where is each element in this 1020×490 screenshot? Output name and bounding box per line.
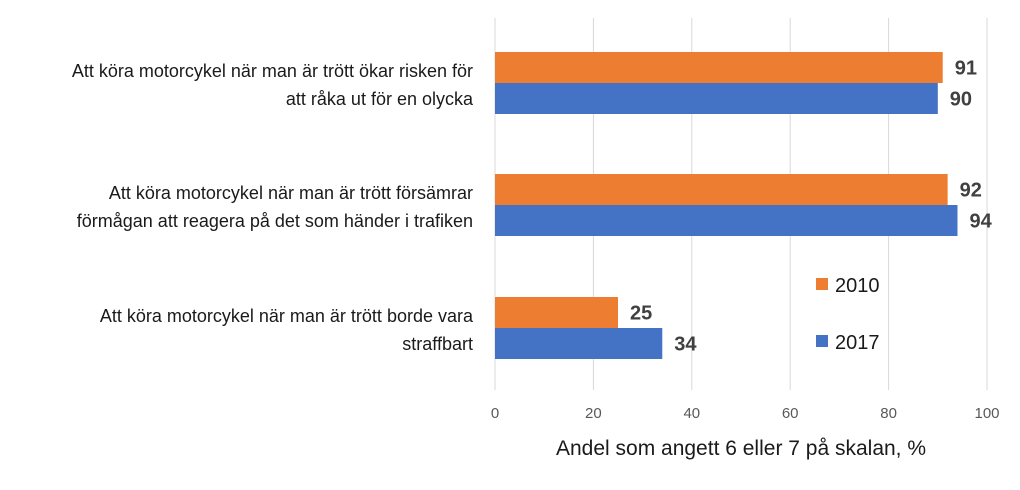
x-axis-title: Andel som angett 6 eller 7 på skalan, % xyxy=(556,437,926,460)
category-label-3: Att köra motorcykel när man är trött bor… xyxy=(100,306,474,354)
legend-swatch-2010 xyxy=(816,278,828,290)
data-label-2010-3: 25 xyxy=(630,303,652,325)
x-tick-label: 60 xyxy=(782,405,799,422)
legend-label-2010: 2010 xyxy=(835,275,880,297)
bar-2017-3 xyxy=(495,328,663,359)
bar-2010-1 xyxy=(495,52,943,83)
x-tick-label: 100 xyxy=(974,405,999,422)
bar-2010-3 xyxy=(495,297,618,328)
x-tick-label: 40 xyxy=(683,405,700,422)
category-label-line: Att köra motorcykel när man är trött bor… xyxy=(100,306,474,326)
category-label-2: Att köra motorcykel när man är trött för… xyxy=(77,183,473,231)
data-labels: 91 92 25 90 94 34 xyxy=(630,58,993,356)
x-tick-label: 80 xyxy=(880,405,897,422)
data-label-2017-2: 94 xyxy=(969,211,992,233)
category-label-line: Att köra motorcykel när man är trött öka… xyxy=(72,61,473,81)
data-label-2010-1: 91 xyxy=(955,58,977,80)
legend-swatch-2017 xyxy=(816,335,828,347)
category-label-line: straffbart xyxy=(402,334,473,354)
bar-2017-2 xyxy=(495,205,958,236)
category-label-1: Att köra motorcykel när man är trött öka… xyxy=(72,61,474,109)
data-label-2010-2: 92 xyxy=(960,180,982,202)
data-label-2017-1: 90 xyxy=(950,89,972,111)
x-tick-label: 20 xyxy=(585,405,602,422)
category-label-line: förmågan att reagera på det som händer i… xyxy=(77,211,473,231)
legend: 2010 2017 xyxy=(816,275,880,354)
bar-2010-2 xyxy=(495,174,948,205)
x-tick-labels: 0 20 40 60 80 100 xyxy=(491,405,1000,422)
x-tick-label: 0 xyxy=(491,405,499,422)
data-label-2017-3: 34 xyxy=(674,334,697,356)
bar-2017-1 xyxy=(495,83,938,114)
category-label-line: att råka ut för en olycka xyxy=(286,89,474,109)
bars xyxy=(495,52,958,359)
category-labels: Att köra motorcykel när man är trött öka… xyxy=(72,61,474,354)
category-label-line: Att köra motorcykel när man är trött för… xyxy=(109,183,473,203)
legend-label-2017: 2017 xyxy=(835,332,880,354)
